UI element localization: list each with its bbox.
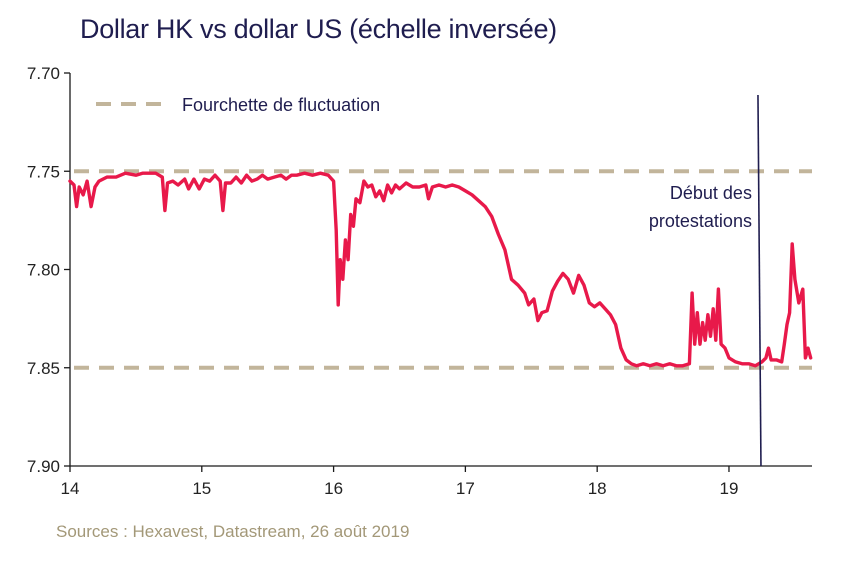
x-tick-label: 18 — [588, 479, 607, 498]
x-tick-label: 14 — [61, 479, 80, 498]
chart-source: Sources : Hexavest, Datastream, 26 août … — [56, 522, 410, 541]
legend-label: Fourchette de fluctuation — [182, 95, 380, 115]
series-line-hkd-usd — [68, 171, 813, 368]
x-tick-label: 15 — [192, 479, 211, 498]
x-tick-label: 16 — [324, 479, 343, 498]
chart-title: Dollar HK vs dollar US (échelle inversée… — [80, 14, 557, 44]
x-tick-label: 19 — [720, 479, 739, 498]
y-tick-label: 7.85 — [27, 359, 60, 378]
y-tick-label: 7.90 — [27, 457, 60, 476]
protest-annotation-line: Début des — [670, 183, 752, 203]
y-tick-label: 7.80 — [27, 261, 60, 280]
protest-marker: Début des protestations — [649, 94, 762, 467]
y-tick-label: 7.75 — [27, 162, 60, 181]
series-lines — [68, 171, 813, 368]
protest-marker-line — [757, 94, 762, 467]
fluctuation-band — [74, 169, 812, 370]
protest-annotation-line: protestations — [649, 211, 752, 231]
x-tick-label: 17 — [456, 479, 475, 498]
y-tick-label: 7.70 — [27, 64, 60, 83]
legend: Fourchette de fluctuation — [96, 95, 380, 115]
